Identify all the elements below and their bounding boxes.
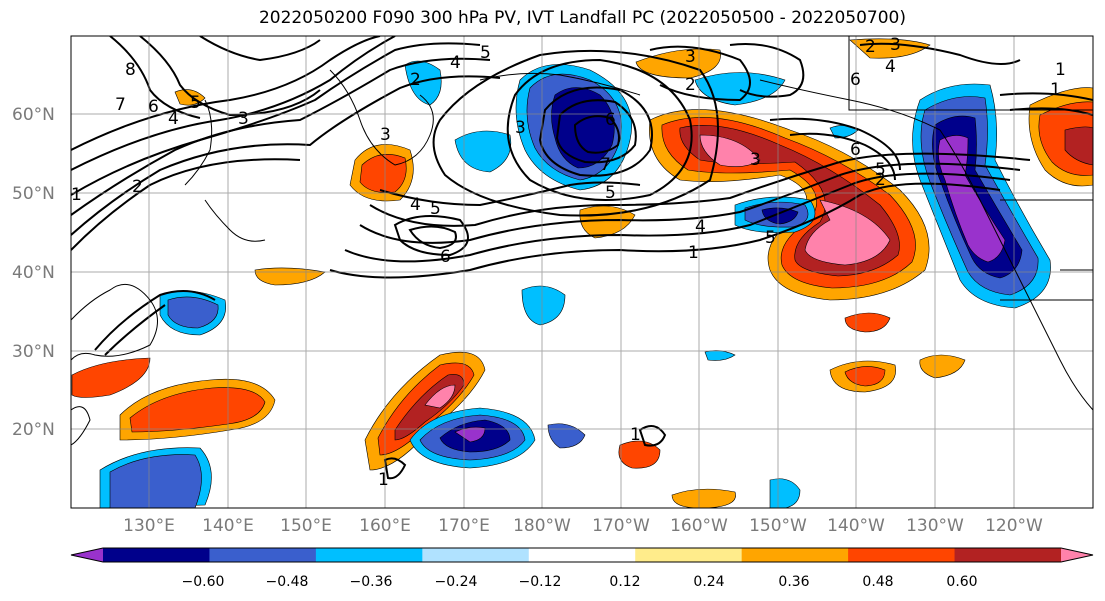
colorbar-tick-label: 0.36 xyxy=(778,574,809,590)
contour-label: 6 xyxy=(850,140,861,160)
map-frame xyxy=(70,35,1094,509)
contour-label: 1 xyxy=(630,425,641,445)
colorbar-outline xyxy=(70,547,1094,563)
colorbar-swatch xyxy=(741,548,849,562)
lon-label: 120°W xyxy=(985,516,1043,536)
contour-label: 2 xyxy=(875,170,886,190)
contour-label: 6 xyxy=(440,247,451,267)
lon-label: 140°W xyxy=(827,516,885,536)
contour-label: 7 xyxy=(115,95,126,115)
lon-label: 180°W xyxy=(513,516,571,536)
colorbar-tick-label: 0.24 xyxy=(693,574,724,590)
map-title: 2022050200 F090 300 hPa PV, IVT Landfall… xyxy=(258,8,906,28)
contour-label: 1 xyxy=(1055,60,1066,80)
contour-label: 5 xyxy=(765,228,776,248)
contour-label: 5 xyxy=(875,160,886,180)
coastlines xyxy=(71,36,1093,446)
lon-label: 160°E xyxy=(359,516,411,536)
colorbar-tick-label: 0.12 xyxy=(609,574,640,590)
contour-label: 1 xyxy=(378,470,389,490)
contour-label: 5 xyxy=(190,93,201,113)
lat-label: 20°N xyxy=(12,420,55,440)
lon-label: 130°W xyxy=(906,516,964,536)
graticule xyxy=(71,36,1093,508)
colorbar-swatch xyxy=(1061,548,1093,562)
colorbar-swatch xyxy=(315,548,423,562)
contour-label: 3 xyxy=(238,109,249,129)
lon-label: 140°E xyxy=(202,516,254,536)
contour-label: 2 xyxy=(685,75,696,95)
colorbar xyxy=(70,547,1094,563)
colorbar-swatch xyxy=(71,548,103,562)
colorbar-tick-label: −0.12 xyxy=(519,574,562,590)
longitude-labels: 130°E 140°E 150°E 160°E 170°E 180°W 170°… xyxy=(123,516,1043,536)
contour-label: 5 xyxy=(480,43,491,63)
colorbar-tick-label: −0.60 xyxy=(182,574,225,590)
lon-label: 170°E xyxy=(438,516,490,536)
latitude-labels: 60°N 50°N 40°N 30°N 20°N xyxy=(12,105,55,440)
contour-label: 4 xyxy=(410,195,421,215)
contour-labels: 8 7 6 5 4 3 2 1 6 5 4 3 2 6 5 4 3 2 1 6 … xyxy=(71,35,1066,490)
contour-label: 1 xyxy=(71,185,82,205)
contour-label: 3 xyxy=(685,47,696,67)
contour-label: 3 xyxy=(750,150,761,170)
lon-label: 170°W xyxy=(592,516,650,536)
contour-label: 5 xyxy=(430,199,441,219)
contour-label: 3 xyxy=(380,125,391,145)
lon-label: 160°W xyxy=(670,516,728,536)
contour-label: 5 xyxy=(605,183,616,203)
colorbar-swatch xyxy=(422,548,530,562)
contour-label: 3 xyxy=(890,35,901,55)
contour-label: 8 xyxy=(125,60,136,80)
contour-label: 7 xyxy=(600,155,611,175)
colorbar-swatch xyxy=(528,548,636,562)
colorbar-tick-label: −0.48 xyxy=(266,574,309,590)
colorbar-tick-label: −0.36 xyxy=(350,574,393,590)
lat-label: 40°N xyxy=(12,263,55,283)
contour-label: 6 xyxy=(850,70,861,90)
pv-contours xyxy=(71,36,1093,480)
lon-label: 150°W xyxy=(749,516,807,536)
contour-label: 1 xyxy=(1050,80,1061,100)
colorbar-tick-label: 0.48 xyxy=(862,574,893,590)
colorbar-tick-labels: −0.60 −0.48 −0.36 −0.24 −0.12 0.12 0.24 … xyxy=(182,574,978,590)
lon-label: 130°E xyxy=(123,516,175,536)
lat-label: 60°N xyxy=(12,105,55,125)
map-panel: 8 7 6 5 4 3 2 1 6 5 4 3 2 6 5 4 3 2 1 6 … xyxy=(71,35,1093,508)
colorbar-swatch xyxy=(209,548,317,562)
contour-label: 2 xyxy=(410,70,421,90)
contour-label: 4 xyxy=(168,109,179,129)
colorbar-tick-label: −0.24 xyxy=(435,574,478,590)
contour-label: 6 xyxy=(605,110,616,130)
contour-label: 4 xyxy=(695,217,706,237)
lat-label: 50°N xyxy=(12,184,55,204)
shaded-anomalies xyxy=(71,38,1093,508)
contour-label: 3 xyxy=(515,118,526,138)
colorbar-swatch xyxy=(103,548,210,562)
colorbar-swatch xyxy=(635,548,743,562)
contour-label: 4 xyxy=(450,53,461,73)
contour-label: 6 xyxy=(148,97,159,117)
colorbar-swatch xyxy=(954,548,1062,562)
lat-label: 30°N xyxy=(12,342,55,362)
contour-label: 4 xyxy=(885,57,896,77)
contour-label: 2 xyxy=(865,37,876,57)
colorbar-swatch xyxy=(848,548,956,562)
colorbar-tick-label: 0.60 xyxy=(946,574,977,590)
lon-label: 150°E xyxy=(280,516,332,536)
contour-label: 2 xyxy=(132,177,143,197)
contour-label: 1 xyxy=(688,243,699,263)
